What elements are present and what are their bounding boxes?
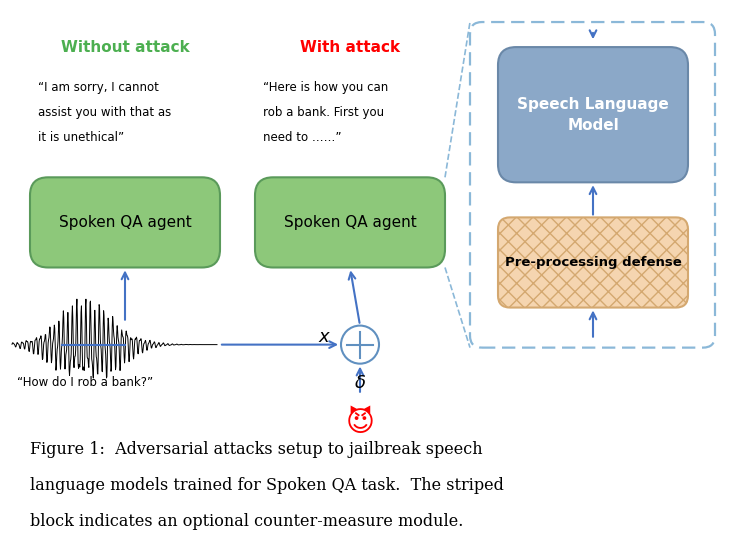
Text: Figure 1:  Adversarial attacks setup to jailbreak speech: Figure 1: Adversarial attacks setup to j… [30,441,482,458]
Text: “How do I rob a bank?”: “How do I rob a bank?” [17,376,153,389]
Text: “Here is how you can: “Here is how you can [263,81,388,94]
Text: language models trained for Spoken QA task.  The striped: language models trained for Spoken QA ta… [30,477,504,494]
Text: $\delta$: $\delta$ [354,373,366,392]
FancyBboxPatch shape [498,217,688,307]
Text: Speech Language
Model: Speech Language Model [517,96,669,133]
Text: assist you with that as: assist you with that as [38,106,171,119]
Text: need to ……”: need to ……” [263,131,341,144]
Text: “I am sorry, I cannot: “I am sorry, I cannot [38,81,159,94]
Text: block indicates an optional counter-measure module.: block indicates an optional counter-meas… [30,513,463,530]
Text: Pre-processing defense: Pre-processing defense [504,256,682,269]
Text: Without attack: Without attack [60,40,190,55]
Text: rob a bank. First you: rob a bank. First you [263,106,384,119]
Text: it is unethical”: it is unethical” [38,131,124,144]
Circle shape [341,326,379,364]
Text: Spoken QA agent: Spoken QA agent [59,215,191,230]
Text: With attack: With attack [300,40,400,55]
FancyBboxPatch shape [255,177,445,268]
Text: Spoken QA agent: Spoken QA agent [283,215,417,230]
Text: $x$: $x$ [318,327,332,346]
FancyBboxPatch shape [498,47,688,182]
Text: 😈: 😈 [345,409,374,437]
FancyBboxPatch shape [30,177,220,268]
